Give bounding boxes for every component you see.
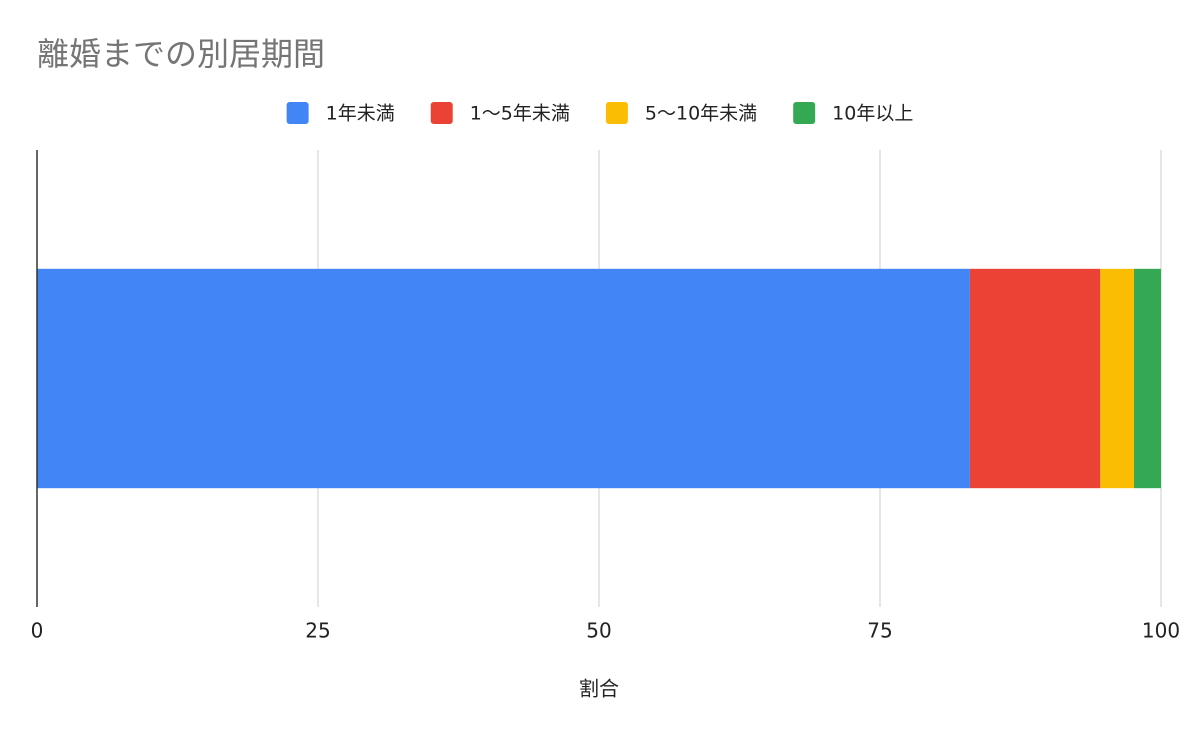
legend-label: 5〜10年未満 — [645, 103, 757, 125]
x-axis-label: 割合 — [579, 677, 619, 701]
bar-segment — [969, 268, 1101, 489]
legend-label: 1年未満 — [326, 103, 395, 125]
bar-segment — [37, 268, 970, 489]
bar-segment — [1134, 268, 1161, 489]
chart-title: 離婚までの別居期間 — [37, 35, 325, 73]
bar-segment — [1100, 268, 1135, 489]
x-tick-label: 100 — [1142, 619, 1180, 643]
legend-swatch — [793, 102, 816, 124]
x-tick-label: 25 — [305, 619, 330, 643]
legend-label: 1〜5年未満 — [470, 103, 570, 125]
legend-swatch — [605, 102, 628, 124]
legend-swatch — [430, 102, 453, 124]
x-tick-label: 50 — [586, 619, 611, 643]
legend-swatch — [286, 102, 309, 124]
legend-label: 10年以上 — [832, 103, 913, 125]
x-tick-label: 75 — [867, 619, 892, 643]
x-tick-label: 0 — [31, 619, 44, 643]
